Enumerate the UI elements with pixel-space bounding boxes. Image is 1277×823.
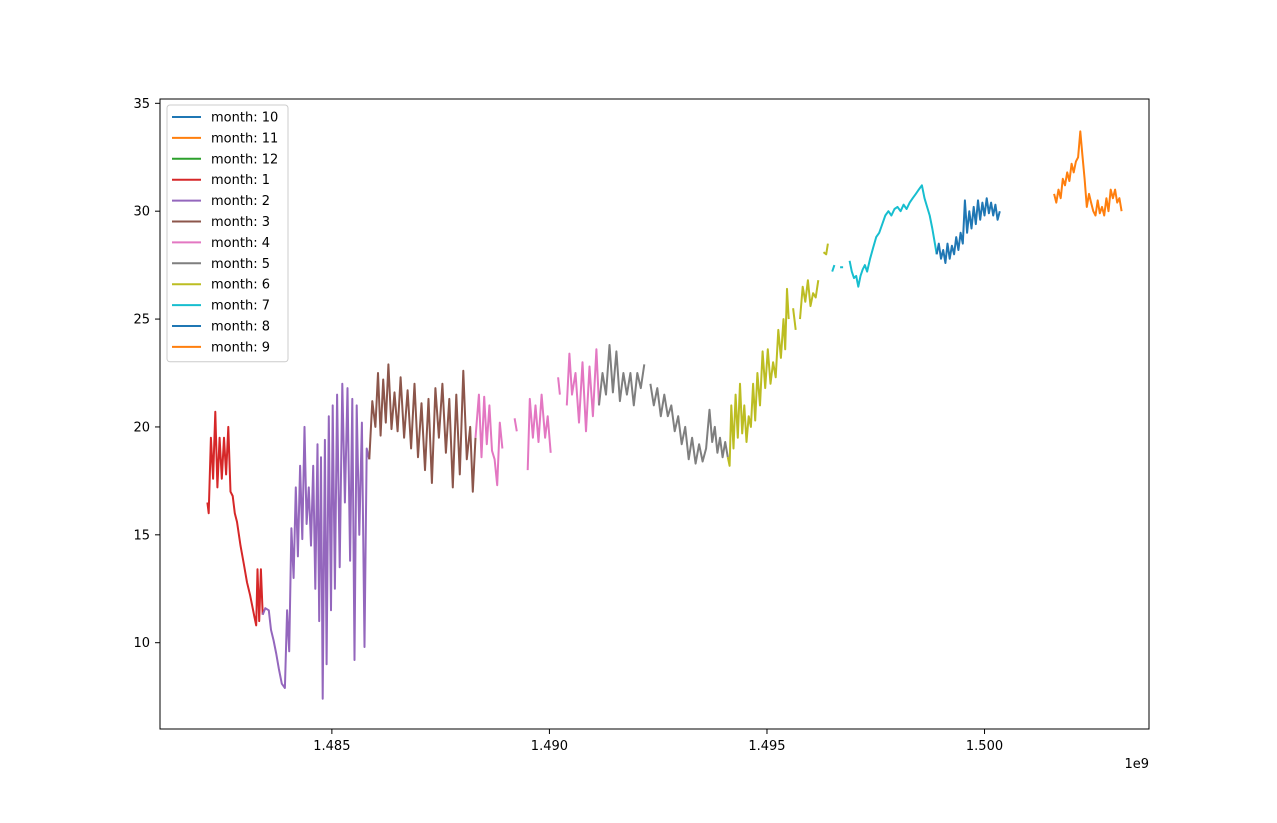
y-axis: 10 15 20 25 30 35 — [133, 97, 160, 651]
series-layer — [206, 130, 1123, 700]
legend-label: month: 6 — [211, 278, 270, 293]
legend-label: month: 3 — [211, 215, 270, 230]
x-tick-label: 1.500 — [966, 739, 1003, 754]
y-tick-label: 10 — [133, 636, 150, 651]
series-line-12 — [1053, 130, 1123, 217]
y-tick-label: 25 — [133, 313, 150, 328]
legend-label: month: 9 — [211, 340, 270, 355]
legend-label: month: 8 — [211, 320, 270, 335]
series-line-5 — [261, 382, 371, 700]
y-tick-label: 35 — [133, 97, 150, 112]
series-line-9 — [726, 243, 829, 467]
legend-label: month: 11 — [211, 131, 278, 146]
legend-label: month: 10 — [211, 111, 278, 126]
legend-label: month: 12 — [211, 152, 278, 167]
series-line-11 — [935, 197, 1001, 264]
y-tick-label: 20 — [133, 420, 150, 435]
y-tick-label: 15 — [133, 528, 150, 543]
x-axis: 1.485 1.490 1.495 1.500 — [313, 729, 1003, 754]
series-line-10 — [831, 184, 938, 288]
y-tick-label: 30 — [133, 205, 150, 220]
legend-label: month: 7 — [211, 299, 270, 314]
x-axis-offset-label: 1e9 — [1124, 757, 1149, 772]
legend-label: month: 1 — [211, 173, 270, 188]
legend-label: month: 4 — [211, 236, 270, 251]
legend-label: month: 5 — [211, 257, 270, 272]
plot-area-frame — [159, 98, 1150, 730]
series-line-8 — [598, 344, 729, 465]
legend: month: 10 month: 11 month: 12 month: 1 month… — [166, 104, 289, 363]
series-line-6 — [368, 363, 477, 493]
x-tick-label: 1.495 — [748, 739, 785, 754]
legend-box — [166, 104, 289, 363]
x-tick-label: 1.485 — [313, 739, 350, 754]
legend-label: month: 2 — [211, 194, 270, 209]
series-line-4 — [206, 410, 264, 627]
x-tick-label: 1.490 — [531, 739, 568, 754]
series-line-7 — [474, 348, 600, 487]
